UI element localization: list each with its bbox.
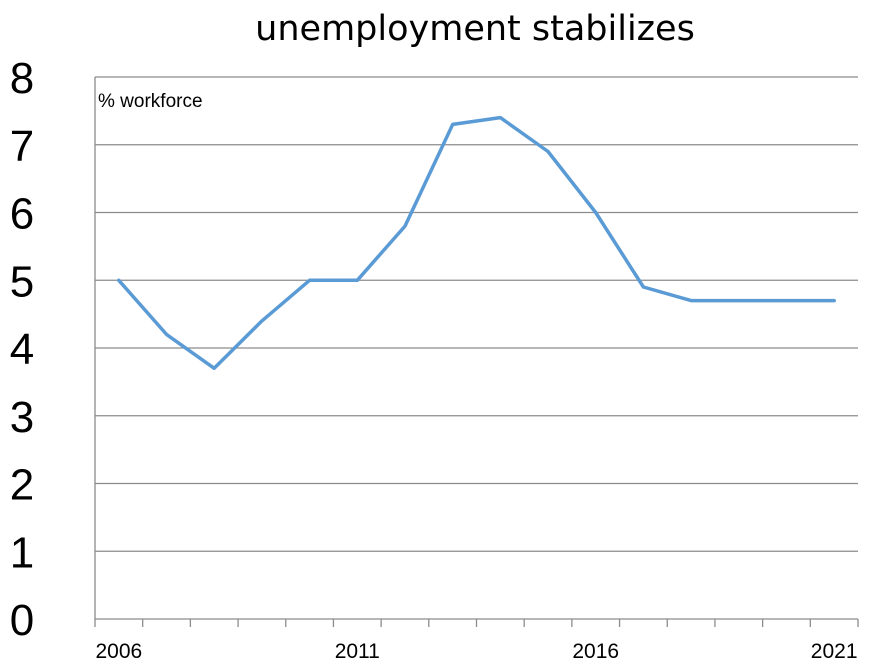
y-tick-label-7: 7	[10, 122, 34, 171]
x-tick-label-2016: 2016	[572, 640, 619, 663]
y-axis-tick-labels: 0 1 2 3 4 5 6 7 8	[10, 54, 34, 645]
x-tick-label-2021: 2021	[811, 640, 858, 663]
y-tick-label-1: 1	[10, 528, 34, 577]
x-tick-label-2006: 2006	[95, 640, 142, 663]
series-group	[117, 115, 836, 371]
y-tick-label-0: 0	[10, 596, 34, 645]
chart-title: unemployment stabilizes	[255, 9, 695, 49]
y-tick-label-3: 3	[10, 393, 34, 442]
gridlines	[95, 76, 858, 552]
y-tick-label-5: 5	[10, 257, 34, 306]
axes	[94, 77, 859, 627]
unit-label: % workforce	[98, 91, 203, 112]
y-tick-label-2: 2	[10, 461, 34, 510]
y-tick-label-6: 6	[10, 190, 34, 239]
x-axis-tick-labels: 2006 2011 2016 2021	[95, 640, 857, 663]
y-tick-label-4: 4	[10, 325, 34, 374]
y-tick-label-8: 8	[10, 54, 34, 103]
series-line-0	[117, 115, 836, 371]
x-tick-label-2011: 2011	[335, 640, 380, 663]
